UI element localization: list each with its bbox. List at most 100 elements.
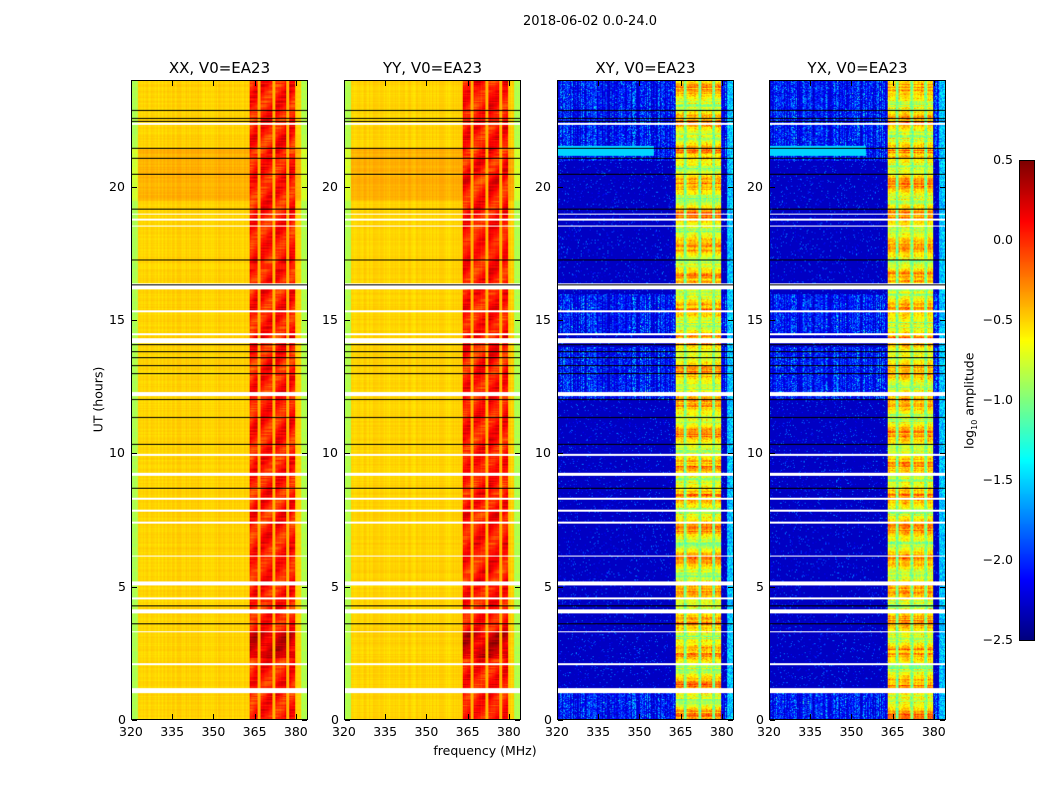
x-tick-mark [892, 81, 894, 86]
y-tick-label: 10 [535, 445, 551, 461]
x-tick-mark [721, 714, 723, 719]
y-tick-mark [515, 453, 520, 455]
x-tick-label: 320 [545, 724, 569, 739]
y-tick-mark [558, 720, 563, 721]
y-tick-label: 15 [747, 312, 763, 327]
y-tick-mark [940, 453, 945, 455]
x-tick-label: 335 [586, 724, 611, 739]
y-tick-label: 20 [535, 178, 551, 194]
panel-title: XX, V0=EA23 [168, 59, 271, 77]
x-tick-mark [721, 81, 723, 86]
x-tick-mark [557, 81, 558, 86]
x-tick-mark [810, 81, 812, 86]
y-tick-mark [940, 186, 945, 188]
y-tick-mark [770, 586, 775, 588]
heatmap-image [345, 81, 520, 719]
x-tick-mark [639, 81, 641, 86]
x-tick-label: 350 [627, 724, 652, 739]
panel-title: XY, V0=EA23 [595, 59, 696, 77]
y-tick-mark [302, 186, 307, 188]
colorbar-tick-label: −2.0 [982, 552, 1013, 567]
y-tick-mark [302, 453, 307, 455]
y-tick-mark [558, 320, 563, 321]
y-tick-mark [728, 586, 733, 588]
x-tick-label: 320 [332, 724, 356, 739]
x-tick-label: 350 [414, 724, 439, 739]
x-tick-label: 380 [283, 724, 308, 739]
y-tick-label: 0 [544, 712, 552, 727]
y-tick-label: 15 [109, 312, 125, 327]
x-tick-mark [892, 714, 894, 719]
x-tick-label: 320 [757, 724, 781, 739]
y-tick-mark [302, 320, 307, 321]
x-tick-mark [131, 714, 132, 719]
x-tick-mark [680, 81, 682, 86]
colorbar-tick-label: −0.5 [982, 312, 1013, 327]
y-tick-label: 5 [756, 578, 764, 594]
colorbar-tick-label: −1.5 [982, 472, 1013, 487]
y-tick-label: 10 [322, 445, 338, 461]
x-tick-label: 365 [455, 724, 480, 739]
x-tick-mark [933, 714, 935, 719]
y-tick-mark [132, 586, 137, 588]
colorbar-label-sub: 10 [969, 419, 979, 430]
y-tick-mark [302, 586, 307, 588]
y-tick-label: 0 [756, 712, 764, 727]
colorbar-tick-label: −1.0 [982, 392, 1013, 407]
x-tick-label: 335 [373, 724, 398, 739]
y-tick-mark [345, 186, 350, 188]
y-tick-mark [728, 720, 733, 721]
y-tick-label: 5 [118, 578, 126, 594]
x-tick-mark [131, 81, 132, 86]
x-tick-mark [295, 81, 297, 86]
x-tick-label: 365 [242, 724, 267, 739]
x-tick-mark [385, 81, 387, 86]
x-tick-label: 365 [880, 724, 905, 739]
x-tick-mark [769, 81, 770, 86]
colorbar-tick-label: 0.5 [993, 152, 1013, 167]
figure-title: 2018-06-02 0.0-24.0 [523, 14, 657, 29]
y-tick-mark [132, 320, 137, 321]
x-tick-mark [810, 714, 812, 719]
x-tick-label: 365 [668, 724, 693, 739]
y-tick-mark [770, 186, 775, 188]
x-tick-mark [933, 81, 935, 86]
heatmap-panel-xx [131, 80, 308, 720]
y-tick-mark [132, 186, 137, 188]
x-tick-mark [769, 714, 770, 719]
colorbar-tick-label: 0.0 [993, 232, 1013, 247]
x-tick-mark [508, 714, 510, 719]
y-tick-mark [345, 586, 350, 588]
x-tick-mark [508, 81, 510, 86]
y-tick-mark [345, 720, 350, 721]
y-tick-mark [515, 320, 520, 321]
x-tick-label: 320 [119, 724, 143, 739]
x-tick-mark [213, 714, 215, 719]
y-tick-label: 15 [535, 312, 551, 327]
x-tick-mark [467, 714, 469, 719]
heatmap-panel-yy [344, 80, 521, 720]
y-tick-mark [728, 320, 733, 321]
y-tick-mark [940, 720, 945, 721]
x-tick-mark [557, 714, 558, 719]
heatmap-panel-xy [557, 80, 734, 720]
x-tick-label: 350 [201, 724, 226, 739]
x-tick-mark [680, 714, 682, 719]
y-tick-label: 20 [109, 178, 125, 194]
y-tick-label: 0 [331, 712, 339, 727]
y-tick-label: 15 [322, 312, 338, 327]
colorbar-tick-label: −2.5 [982, 632, 1013, 647]
x-tick-mark [598, 714, 600, 719]
y-tick-mark [558, 186, 563, 188]
x-tick-mark [851, 714, 853, 719]
y-tick-mark [558, 586, 563, 588]
heatmap-image [132, 81, 307, 719]
y-tick-mark [770, 320, 775, 321]
x-tick-mark [851, 81, 853, 86]
x-tick-mark [344, 81, 345, 86]
y-tick-label: 5 [331, 578, 339, 594]
colorbar-label-main: log [961, 429, 977, 449]
heatmap-image [770, 81, 945, 719]
y-tick-label: 5 [544, 578, 552, 594]
x-axis-label: frequency (MHz) [433, 743, 537, 758]
